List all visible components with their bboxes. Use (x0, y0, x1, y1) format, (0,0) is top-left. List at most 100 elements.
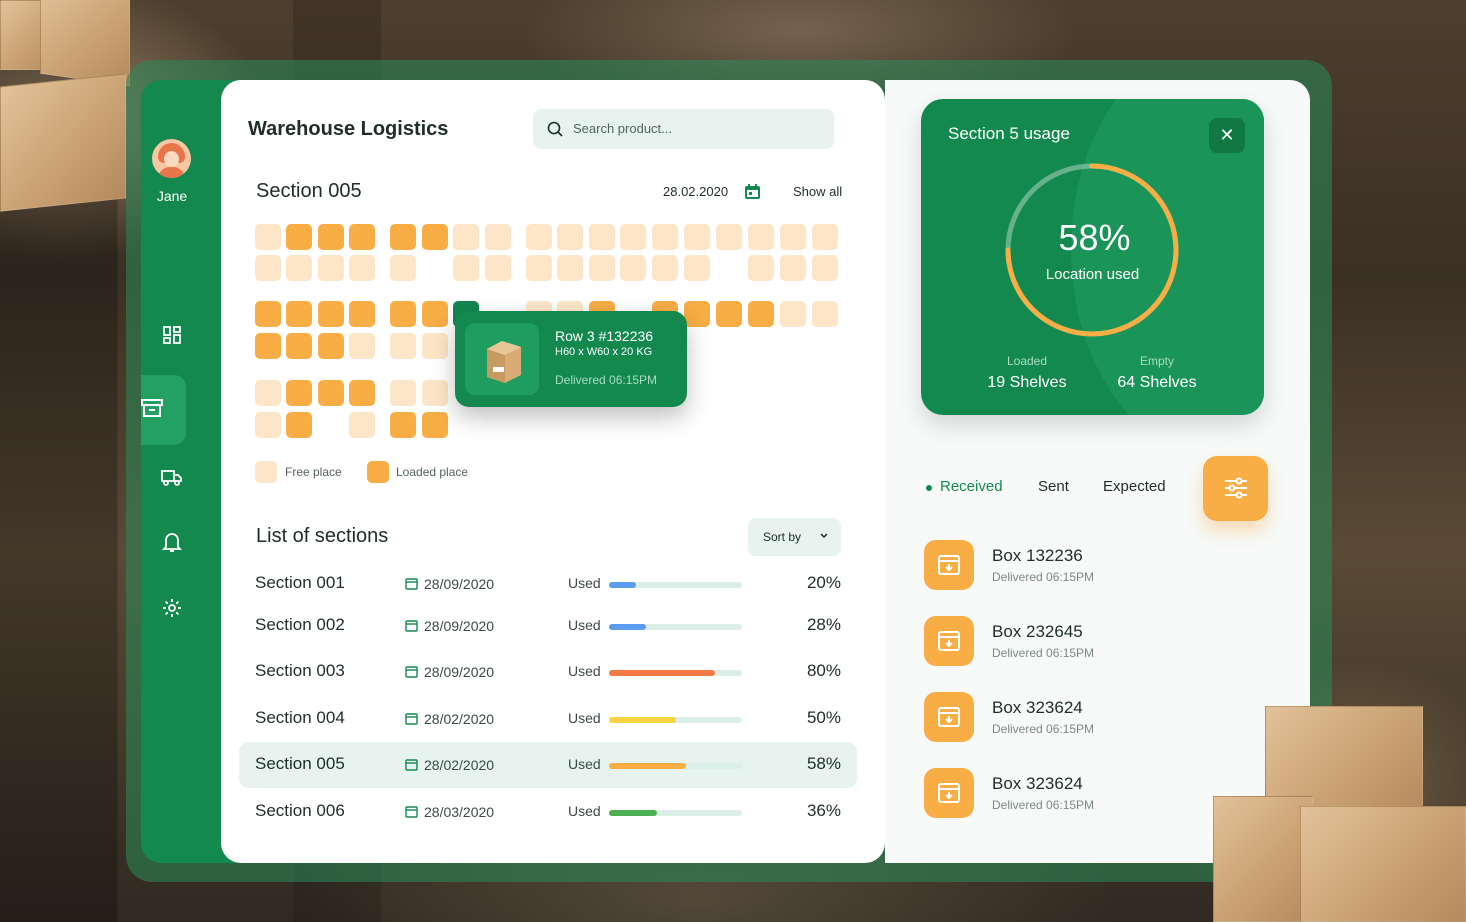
shelf-cell-free[interactable] (349, 412, 375, 438)
section-name: Section 006 (255, 801, 345, 820)
table-row[interactable]: Section 004 28/02/2020 Used 50% (239, 696, 857, 742)
shelf-cell-loaded[interactable] (286, 380, 312, 406)
table-row[interactable]: Section 002 28/09/2020 Used 28% (239, 603, 857, 649)
table-row[interactable]: Section 006 28/03/2020 Used 36% (239, 789, 857, 835)
table-row[interactable]: Section 005 28/02/2020 Used 58% (239, 742, 857, 788)
shelf-cell-loaded[interactable] (286, 224, 312, 250)
sort-by-dropdown[interactable]: Sort by (748, 518, 841, 556)
shelf-cell-free[interactable] (812, 255, 838, 281)
filter-button[interactable] (1203, 456, 1268, 521)
shelf-cell-free[interactable] (620, 224, 646, 250)
shelf-cell-free[interactable] (589, 224, 615, 250)
close-button[interactable]: ✕ (1209, 118, 1245, 153)
list-item[interactable]: Box 132236 Delivered 06:15PM (924, 540, 1184, 590)
shelf-cell-free[interactable] (390, 255, 416, 281)
shelf-cell-free[interactable] (620, 255, 646, 281)
shelf-cell-free[interactable] (349, 255, 375, 281)
box-status: Delivered 06:15PM (992, 570, 1095, 584)
list-title: List of sections (256, 525, 389, 547)
shelf-cell-loaded[interactable] (390, 224, 416, 250)
section-date: 28/02/2020 (424, 757, 495, 773)
tab-sent[interactable]: Sent (1038, 478, 1069, 495)
shelf-cell-loaded[interactable] (255, 301, 281, 327)
shelf-cell-free[interactable] (255, 255, 281, 281)
shelf-cell-free[interactable] (255, 412, 281, 438)
shelf-cell-free[interactable] (748, 255, 774, 281)
shelf-cell-free[interactable] (780, 301, 806, 327)
shelf-cell-loaded[interactable] (716, 301, 742, 327)
shelf-cell-loaded[interactable] (390, 412, 416, 438)
usage-bar (609, 624, 742, 630)
shelf-cell-loaded[interactable] (349, 224, 375, 250)
shelf-cell-free[interactable] (255, 380, 281, 406)
tab-received[interactable]: Received (940, 478, 1003, 495)
shelf-cell-free[interactable] (684, 224, 710, 250)
shelf-cell-free[interactable] (485, 255, 511, 281)
show-all-link[interactable]: Show all (793, 184, 843, 199)
shelf-cell-free[interactable] (748, 224, 774, 250)
shelf-cell-free[interactable] (812, 224, 838, 250)
shelf-cell-free[interactable] (390, 333, 416, 359)
shelf-cell-loaded[interactable] (255, 333, 281, 359)
sidebar-active-indicator (141, 375, 186, 445)
legend-loaded-label: Loaded place (396, 465, 469, 479)
shelf-cell-loaded[interactable] (422, 301, 448, 327)
shelf-cell-free[interactable] (485, 224, 511, 250)
shelf-cell-free[interactable] (453, 224, 479, 250)
shelf-cell-loaded[interactable] (318, 224, 344, 250)
shelf-cell-free[interactable] (780, 255, 806, 281)
settings-icon[interactable] (160, 596, 184, 620)
shelf-cell-free[interactable] (422, 333, 448, 359)
shelf-cell-loaded[interactable] (286, 412, 312, 438)
decor-box-bottom-right-3 (1300, 806, 1466, 922)
shelf-cell-loaded[interactable] (318, 380, 344, 406)
shelf-cell-free[interactable] (557, 224, 583, 250)
shelf-cell-free[interactable] (526, 255, 552, 281)
usage-bar (609, 763, 742, 769)
calendar-icon (405, 665, 418, 683)
shelf-cell-loaded[interactable] (684, 301, 710, 327)
archive-icon[interactable] (140, 396, 164, 420)
shelf-cell-free[interactable] (557, 255, 583, 281)
section-date: 28/09/2020 (424, 618, 495, 634)
search-input[interactable]: Search product... (533, 109, 834, 149)
shelf-cell-free[interactable] (390, 380, 416, 406)
table-row[interactable]: Section 003 28/09/2020 Used 80% (239, 649, 857, 695)
shelf-cell-loaded[interactable] (349, 380, 375, 406)
shelf-cell-free[interactable] (526, 224, 552, 250)
shelf-cell-free[interactable] (812, 301, 838, 327)
dashboard-icon[interactable] (160, 323, 184, 347)
shelf-cell-free[interactable] (318, 255, 344, 281)
shelf-cell-free[interactable] (453, 255, 479, 281)
calendar-icon (405, 758, 418, 776)
avatar[interactable] (152, 139, 191, 178)
shelf-cell-loaded[interactable] (318, 301, 344, 327)
list-item[interactable]: Box 323624 Delivered 06:15PM (924, 692, 1184, 742)
shelf-cell-loaded[interactable] (318, 333, 344, 359)
shelf-cell-loaded[interactable] (390, 301, 416, 327)
shelf-cell-loaded[interactable] (422, 224, 448, 250)
shelf-cell-free[interactable] (255, 224, 281, 250)
shelf-cell-free[interactable] (652, 255, 678, 281)
bell-icon[interactable] (160, 530, 184, 554)
shelf-cell-free[interactable] (684, 255, 710, 281)
table-row[interactable]: Section 001 28/09/2020 Used 20% (239, 561, 857, 607)
shelf-cell-loaded[interactable] (422, 412, 448, 438)
list-item[interactable]: Box 323624 Delivered 06:15PM (924, 768, 1184, 818)
shelf-cell-loaded[interactable] (349, 301, 375, 327)
calendar-icon[interactable] (744, 183, 761, 205)
shelf-cell-loaded[interactable] (286, 333, 312, 359)
list-item[interactable]: Box 232645 Delivered 06:15PM (924, 616, 1184, 666)
tab-expected[interactable]: Expected (1103, 478, 1166, 495)
shelf-cell-free[interactable] (589, 255, 615, 281)
shelf-cell-free[interactable] (349, 333, 375, 359)
shelf-cell-free[interactable] (652, 224, 678, 250)
truck-icon[interactable] (160, 465, 184, 489)
shelf-cell-free[interactable] (422, 380, 448, 406)
shelf-cell-loaded[interactable] (286, 301, 312, 327)
shelf-cell-free[interactable] (780, 224, 806, 250)
shelf-cell-loaded[interactable] (748, 301, 774, 327)
calendar-icon (405, 577, 418, 595)
shelf-cell-free[interactable] (286, 255, 312, 281)
shelf-cell-free[interactable] (716, 224, 742, 250)
